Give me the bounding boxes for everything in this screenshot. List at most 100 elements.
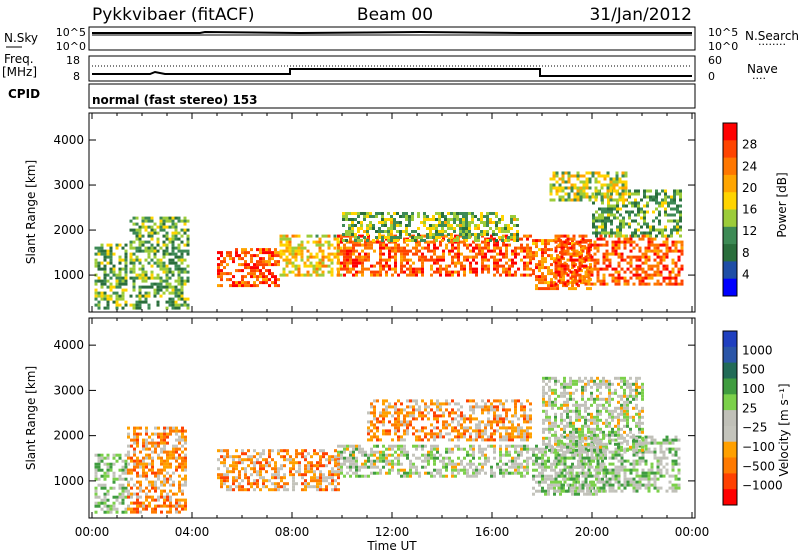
- heatmap-cell: [436, 435, 439, 438]
- heatmap-cell: [139, 229, 142, 232]
- heatmap-cell: [604, 466, 607, 469]
- heatmap-cell: [558, 475, 561, 478]
- heatmap-cell: [603, 244, 606, 247]
- heatmap-cell: [535, 242, 538, 245]
- heatmap-cell: [454, 253, 457, 256]
- heatmap-cell: [157, 241, 160, 244]
- heatmap-cell: [295, 470, 298, 473]
- heatmap-cell: [582, 466, 585, 469]
- heatmap-cell: [166, 493, 169, 496]
- heatmap-cell: [541, 260, 544, 263]
- heatmap-cell: [148, 277, 151, 280]
- heatmap-cell: [122, 247, 125, 250]
- heatmap-cell: [127, 436, 130, 439]
- heatmap-cell: [265, 269, 268, 272]
- heatmap-cell: [226, 455, 229, 458]
- heatmap-cell: [483, 215, 486, 218]
- heatmap-cell: [439, 244, 442, 247]
- heatmap-cell: [136, 301, 139, 304]
- heatmap-cell: [238, 257, 241, 260]
- heatmap-cell: [445, 247, 448, 250]
- heatmap-cell: [573, 265, 576, 268]
- heatmap-cell: [268, 248, 271, 251]
- heatmap-cell: [475, 426, 478, 429]
- heatmap-cell: [247, 464, 250, 467]
- heatmap-cell: [454, 426, 457, 429]
- heatmap-cell: [565, 172, 568, 175]
- heatmap-cell: [268, 452, 271, 455]
- heatmap-cell: [567, 253, 570, 256]
- heatmap-cell: [658, 205, 661, 208]
- heatmap-cell: [448, 271, 451, 274]
- heatmap-cell: [139, 475, 142, 478]
- heatmap-cell: [310, 479, 313, 482]
- heatmap-cell: [125, 250, 128, 253]
- heatmap-cell: [247, 263, 250, 266]
- heatmap-cell: [400, 438, 403, 441]
- heatmap-cell: [583, 196, 586, 199]
- heatmap-cell: [280, 244, 283, 247]
- heatmap-cell: [570, 238, 573, 241]
- heatmap-cell: [298, 461, 301, 464]
- heatmap-cell: [355, 271, 358, 274]
- heatmap-cell: [232, 476, 235, 479]
- heatmap-cell: [508, 451, 511, 454]
- heatmap-cell: [133, 502, 136, 505]
- nave-tick-top: 60: [708, 54, 722, 67]
- heatmap-cell: [403, 408, 406, 411]
- heatmap-cell: [597, 463, 600, 466]
- heatmap-cell: [655, 196, 658, 199]
- heatmap-cell: [328, 265, 331, 268]
- heatmap-cell: [388, 405, 391, 408]
- heatmap-cell: [490, 408, 493, 411]
- heatmap-cell: [286, 488, 289, 491]
- heatmap-cell: [358, 448, 361, 451]
- heatmap-cell: [130, 268, 133, 271]
- heatmap-cell: [307, 470, 310, 473]
- heatmap-cell: [618, 472, 621, 475]
- heatmap-cell: [253, 266, 256, 269]
- heatmap-cell: [541, 487, 544, 490]
- heatmap-cell: [484, 247, 487, 250]
- heatmap-cell: [316, 274, 319, 277]
- heatmap-cell: [532, 475, 535, 478]
- heatmap-cell: [642, 472, 645, 475]
- heatmap-cell: [130, 244, 133, 247]
- heatmap-cell: [405, 233, 408, 236]
- heatmap-cell: [628, 196, 631, 199]
- heatmap-cell: [119, 271, 122, 274]
- heatmap-cell: [616, 202, 619, 205]
- heatmap-cell: [247, 476, 250, 479]
- heatmap-cell: [151, 226, 154, 229]
- heatmap-cell: [454, 435, 457, 438]
- heatmap-cell: [394, 417, 397, 420]
- heatmap-cell: [151, 259, 154, 262]
- heatmap-cell: [504, 224, 507, 227]
- heatmap-cell: [550, 248, 553, 251]
- heatmap-cell: [642, 457, 645, 460]
- heatmap-cell: [601, 202, 604, 205]
- heatmap-cell: [313, 256, 316, 259]
- heatmap-cell: [576, 475, 579, 478]
- heatmap-cell: [493, 420, 496, 423]
- heatmap-cell: [262, 248, 265, 251]
- heatmap-cell: [391, 256, 394, 259]
- heatmap-cell: [430, 256, 433, 259]
- heatmap-cell: [532, 242, 535, 245]
- heatmap-cell: [436, 451, 439, 454]
- heatmap-cell: [481, 405, 484, 408]
- heatmap-cell: [444, 224, 447, 227]
- heatmap-cell: [184, 271, 187, 274]
- heatmap-cell: [271, 263, 274, 266]
- heatmap-cell: [119, 304, 122, 307]
- heatmap-cell: [304, 449, 307, 452]
- heatmap-cell: [145, 286, 148, 289]
- heatmap-cell: [337, 454, 340, 457]
- heatmap-cell: [469, 408, 472, 411]
- heatmap-cell: [673, 208, 676, 211]
- heatmap-cell: [523, 435, 526, 438]
- heatmap-cell: [445, 402, 448, 405]
- heatmap-cell: [391, 469, 394, 472]
- heatmap-cell: [621, 256, 624, 259]
- heatmap-cell: [558, 238, 561, 241]
